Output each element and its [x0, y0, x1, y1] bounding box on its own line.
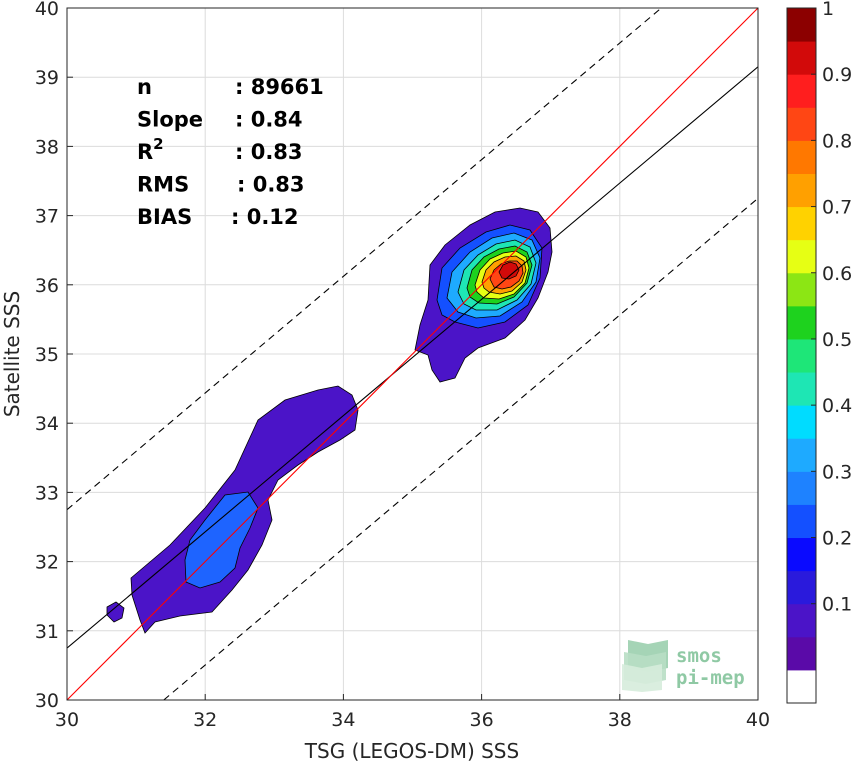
- reference-lines: [67, 8, 758, 700]
- colorbar-segment-14: [787, 206, 816, 241]
- colorbar-label-6: 0.7: [822, 197, 852, 219]
- colorbar-segment-19: [787, 41, 816, 75]
- x-tick-label-5: 40: [746, 709, 770, 731]
- one-to-one-line: [67, 8, 758, 700]
- y-axis-title: Satellite SSS: [0, 291, 24, 417]
- colorbar-segment-2: [787, 603, 816, 638]
- colorbar: 0.1 0.2 0.3 0.4 0.5 0.6 0.7 0.8 0.9 1: [786, 0, 852, 704]
- stat-label-0: n: [137, 75, 152, 99]
- colorbar-segment-4: [787, 537, 816, 572]
- y-tick-label-10: 40: [35, 0, 59, 20]
- stat-value-4: : 0.12: [231, 205, 299, 229]
- y-ticks: 30 31 32 33 34 35 36 37 38 39 40: [35, 0, 73, 712]
- x-tick-label-1: 32: [193, 709, 217, 731]
- y-tick-label-7: 37: [35, 206, 59, 228]
- colorbar-segment-20: [787, 8, 816, 42]
- colorbar-segment-17: [787, 107, 816, 141]
- y-tick-label-3: 33: [35, 482, 59, 504]
- y-tick-label-8: 38: [35, 136, 59, 158]
- stat-value-1: : 0.84: [235, 108, 303, 132]
- colorbar-label-8: 0.9: [822, 64, 852, 86]
- watermark: smos pi-mep: [622, 640, 745, 692]
- y-tick-label-4: 34: [35, 413, 59, 435]
- density-contours: [106, 207, 553, 634]
- watermark-line1: smos: [676, 645, 722, 667]
- colorbar-label-1: 0.2: [822, 528, 852, 550]
- stat-label-3: RMS: [137, 173, 189, 197]
- stat-label-2: R2: [137, 135, 164, 164]
- colorbar-segment-9: [787, 372, 816, 406]
- colorbar-label-0: 0.1: [822, 594, 852, 616]
- colorbar-segment-6: [787, 471, 816, 505]
- colorbar-segment-0: [787, 669, 816, 704]
- colorbar-segment-18: [787, 74, 816, 108]
- stat-value-2: : 0.83: [235, 140, 303, 164]
- colorbar-segment-3: [787, 570, 816, 605]
- colorbar-label-4: 0.5: [822, 329, 852, 351]
- y-tick-label-2: 32: [35, 552, 59, 574]
- y-tick-label-9: 39: [35, 67, 59, 89]
- colorbar-label-5: 0.6: [822, 263, 852, 285]
- colorbar-segment-5: [787, 504, 816, 539]
- colorbar-segment-15: [787, 173, 816, 208]
- colorbar-segment-16: [787, 140, 816, 174]
- stat-value-0: : 89661: [235, 75, 324, 99]
- colorbar-segment-10: [787, 338, 816, 373]
- colorbar-label-9: 1: [822, 0, 834, 20]
- colorbar-label-2: 0.3: [822, 461, 852, 483]
- y-tick-label-1: 31: [35, 621, 59, 643]
- watermark-line2: pi-mep: [676, 667, 745, 689]
- x-tick-label-0: 30: [55, 709, 79, 731]
- y-tick-label-0: 30: [35, 690, 59, 712]
- x-tick-label-4: 38: [608, 709, 632, 731]
- colorbar-segment-8: [787, 405, 816, 439]
- colorbar-segment-11: [787, 305, 816, 340]
- colorbar-segment-1: [787, 636, 816, 671]
- x-tick-label-2: 34: [331, 709, 355, 731]
- colorbar-segment-13: [787, 239, 816, 274]
- x-axis-title: TSG (LEGOS-DM) SSS: [304, 739, 519, 763]
- stats-box: n : 89661 Slope : 0.84 R2 : 0.83 RMS : 0.83 BIAS…: [137, 75, 324, 229]
- fit-line: [67, 66, 758, 649]
- axes: 30 32 34 36 38 40 30 31 32 33 34 35 36 37 38 39 40 TSG …: [0, 0, 770, 763]
- y-tick-label-5: 35: [35, 344, 59, 366]
- colorbar-label-7: 0.8: [822, 130, 852, 152]
- stat-label-1: Slope: [137, 108, 203, 132]
- colorbar-segment-12: [787, 272, 816, 307]
- density-contour-peak: [498, 261, 520, 280]
- lower-bound-line: [163, 197, 758, 700]
- smos-logo-icon: [622, 640, 668, 692]
- upper-bound-line: [67, 8, 662, 511]
- colorbar-label-3: 0.4: [822, 395, 852, 417]
- x-tick-label-3: 36: [470, 709, 494, 731]
- colorbar-segment-7: [787, 438, 816, 472]
- colorbar-frame: [786, 7, 817, 704]
- x-ticks: 30 32 34 36 38 40: [55, 694, 770, 731]
- stat-value-3: : 0.83: [237, 173, 305, 197]
- stat-label-4: BIAS: [137, 205, 192, 229]
- y-tick-label-6: 36: [35, 275, 59, 297]
